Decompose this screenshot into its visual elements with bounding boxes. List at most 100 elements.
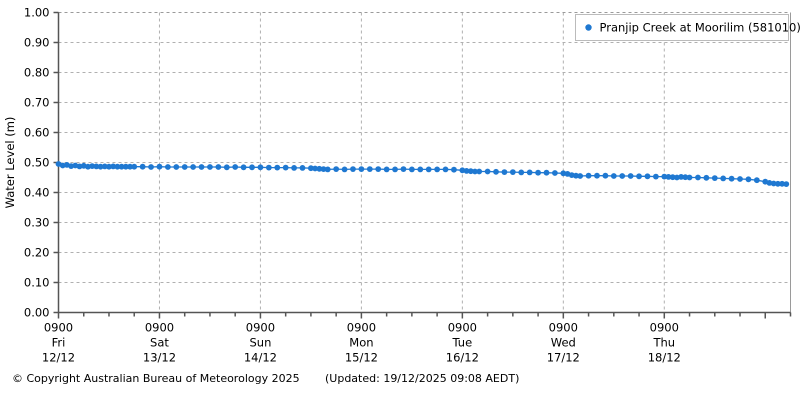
- x-tick-label-date: 15/12: [345, 351, 378, 365]
- data-point: [686, 174, 693, 181]
- x-tick-label-day: Tue: [452, 336, 473, 350]
- y-tick-label: 0.80: [24, 66, 50, 80]
- y-tick-label: 0.20: [24, 246, 50, 260]
- data-point: [223, 164, 230, 171]
- x-tick-label-time: 0900: [44, 321, 73, 335]
- data-point: [610, 173, 617, 179]
- data-point: [476, 168, 483, 175]
- data-point: [122, 163, 129, 170]
- data-point: [535, 169, 541, 176]
- y-tick-label: 0.70: [24, 96, 50, 110]
- x-tick-label-day: Wed: [551, 336, 576, 350]
- data-point: [463, 168, 470, 174]
- data-point: [627, 173, 634, 179]
- data-point: [501, 169, 508, 176]
- data-point: [139, 163, 146, 170]
- y-tick-label: 0.60: [24, 126, 50, 140]
- data-point: [509, 169, 516, 176]
- data-point: [526, 169, 533, 176]
- data-point: [552, 170, 558, 176]
- data-point: [190, 164, 197, 170]
- data-point: [451, 166, 457, 173]
- data-point: [392, 166, 398, 173]
- data-point: [434, 166, 441, 173]
- x-tick-label-date: 12/12: [42, 351, 75, 365]
- data-point: [467, 168, 474, 175]
- data-point: [400, 166, 407, 173]
- data-point: [320, 166, 327, 173]
- data-point: [101, 163, 108, 170]
- data-point: [484, 168, 491, 175]
- data-point: [110, 163, 117, 170]
- data-point: [215, 164, 222, 170]
- data-point: [341, 166, 348, 173]
- data-point: [774, 180, 781, 187]
- y-axis-ticks: 0.00 0.10 0.20 0.30 0.40 0.50 0.60 0.70 0.80 0.90…: [24, 6, 59, 320]
- data-point: [324, 166, 331, 173]
- data-point: [274, 164, 281, 171]
- data-point: [585, 172, 592, 179]
- data-point: [240, 164, 247, 171]
- data-point: [661, 173, 668, 180]
- data-point: [312, 165, 319, 172]
- data-point: [131, 163, 138, 170]
- data-point: [93, 163, 100, 170]
- x-tick-label-date: 18/12: [648, 351, 681, 365]
- data-point: [669, 174, 676, 181]
- data-point: [577, 173, 584, 179]
- data-point: [703, 174, 710, 181]
- data-point: [249, 164, 255, 171]
- data-point: [745, 176, 752, 183]
- data-point: [358, 166, 365, 173]
- data-point: [198, 164, 205, 170]
- x-axis-labels: 0900Fri12/120900Sat13/120900Sun14/120900…: [42, 321, 681, 365]
- legend-box: [575, 14, 789, 41]
- x-tick-label-day: Mon: [349, 336, 373, 350]
- data-point: [118, 163, 125, 170]
- data-point: [316, 165, 323, 172]
- data-point: [127, 163, 133, 170]
- y-tick-label: 0.40: [24, 186, 50, 200]
- data-point: [282, 164, 289, 171]
- data-point: [156, 163, 163, 170]
- data-point: [442, 166, 449, 173]
- data-point: [257, 164, 264, 171]
- data-point: [737, 176, 743, 182]
- y-tick-label: 0.10: [24, 276, 50, 290]
- y-tick-label: 1.00: [24, 6, 50, 20]
- x-tick-label-day: Sat: [150, 336, 169, 350]
- data-point: [291, 165, 297, 171]
- data-point: [148, 164, 154, 170]
- data-point: [652, 173, 659, 180]
- data-point: [695, 174, 701, 181]
- data-point: [636, 173, 642, 180]
- data-point: [770, 180, 777, 187]
- legend-label: Pranjip Creek at Moorilim (581010): [600, 21, 800, 35]
- data-point: [164, 164, 171, 170]
- x-tick-label-time: 0900: [347, 321, 376, 335]
- series-markers: [55, 161, 790, 188]
- data-point: [779, 180, 785, 187]
- data-point: [518, 169, 525, 176]
- data-point: [265, 164, 272, 171]
- data-point: [173, 164, 180, 170]
- x-tick-label-date: 14/12: [244, 351, 277, 365]
- data-point: [665, 174, 672, 180]
- data-point: [711, 175, 718, 182]
- data-point: [783, 181, 790, 188]
- data-point: [573, 172, 579, 179]
- data-point: [619, 173, 626, 179]
- data-point: [417, 166, 424, 173]
- copyright-text: © Copyright Australian Bureau of Meteoro…: [12, 372, 300, 385]
- x-tick-label-time: 0900: [650, 321, 679, 335]
- data-point: [366, 166, 373, 173]
- x-tick-label-time: 0900: [246, 321, 275, 335]
- x-tick-label-date: 17/12: [547, 351, 580, 365]
- y-tick-label: 0.50: [24, 156, 50, 170]
- y-axis-title: Water Level (m): [3, 117, 17, 209]
- data-point: [543, 169, 550, 176]
- data-point: [89, 163, 96, 170]
